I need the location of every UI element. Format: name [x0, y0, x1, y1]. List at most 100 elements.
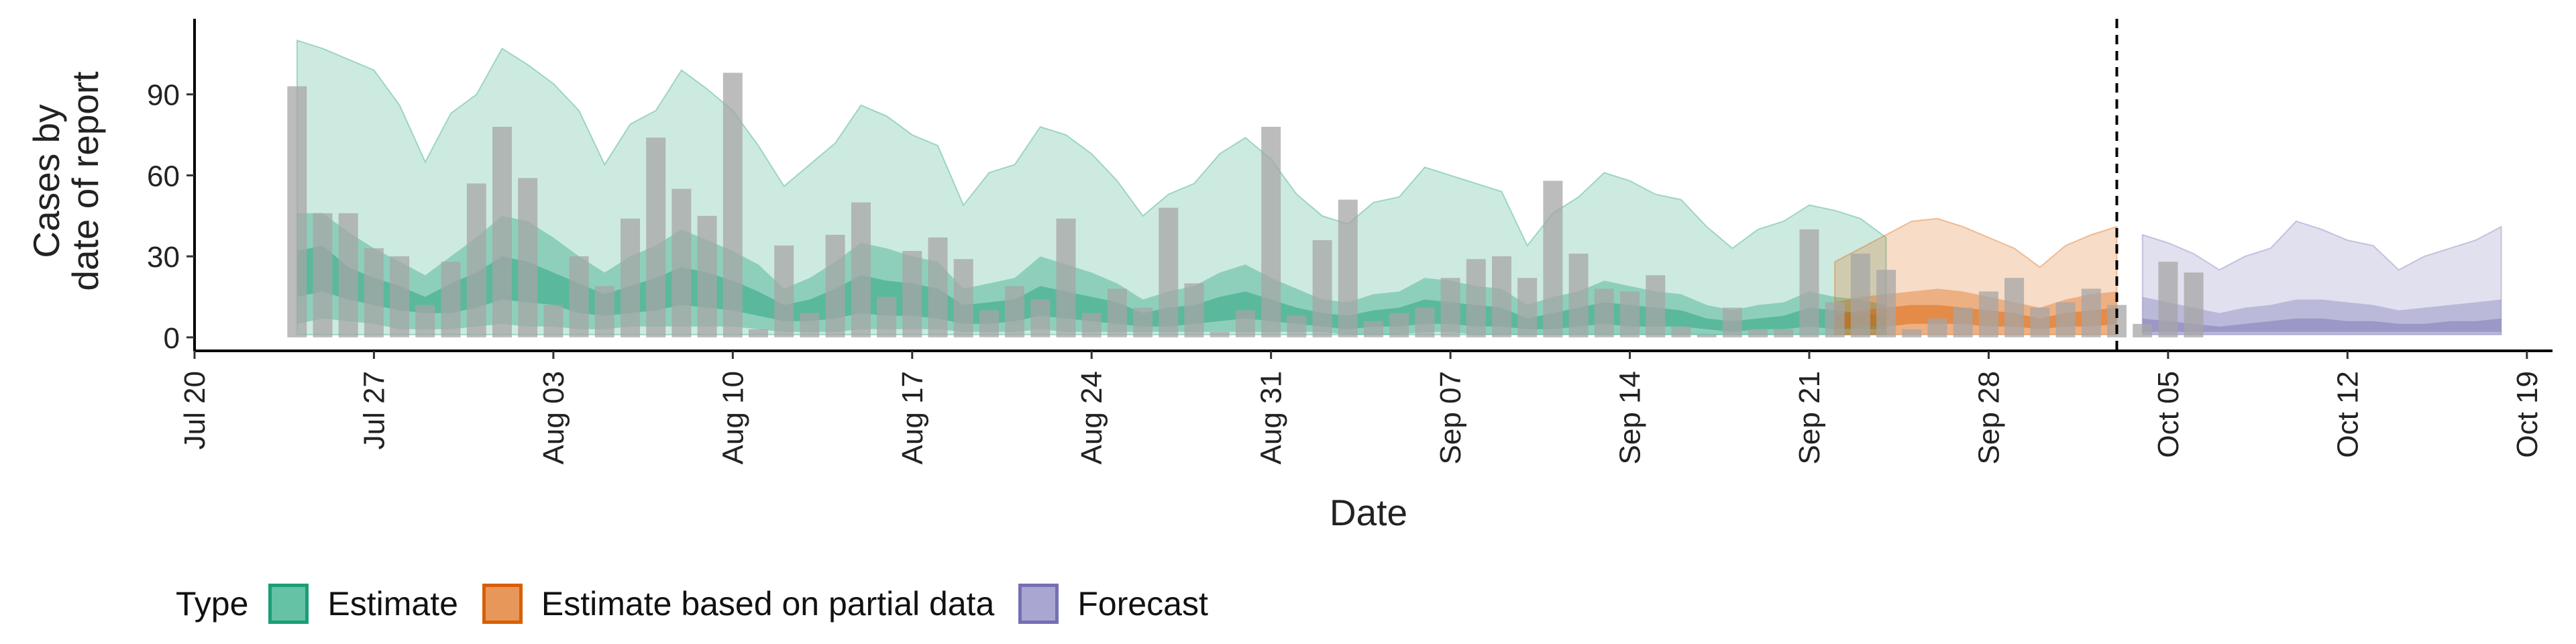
ribbon-ci50-series-0: [297, 213, 1886, 335]
legend-item-partial-estimate: Estimate based on partial data: [482, 584, 994, 624]
y-tick-label: 30: [147, 241, 180, 274]
bar: [1312, 240, 1332, 337]
x-tick-label: Sep 21: [1793, 371, 1826, 464]
bar: [2158, 262, 2178, 337]
bar: [672, 189, 692, 337]
x-tick-label: Aug 31: [1255, 371, 1288, 464]
bar: [749, 329, 768, 337]
bar: [877, 297, 897, 337]
x-tick-label: Oct 19: [2511, 371, 2544, 458]
bar: [1902, 329, 1922, 337]
legend-label-forecast: Forecast: [1077, 585, 1208, 623]
legend-swatch-estimate: [268, 584, 309, 624]
bar: [1568, 254, 1589, 337]
legend-label-estimate: Estimate: [327, 585, 458, 623]
legend-item-estimate: Estimate: [268, 584, 458, 624]
bar: [1543, 180, 1563, 337]
legend: Type Estimate Estimate based on partial …: [176, 574, 1232, 634]
bar: [1876, 270, 1896, 337]
legend-swatch-partial-estimate: [482, 584, 523, 624]
ribbon-ci20-series-0: [297, 246, 1886, 332]
bar: [1748, 329, 1768, 337]
x-tick-label: Aug 24: [1075, 371, 1108, 464]
bar: [1440, 278, 1460, 337]
bar: [2030, 307, 2050, 337]
bar: [825, 235, 845, 337]
legend-item-forecast: Forecast: [1018, 584, 1208, 624]
bar: [621, 218, 640, 337]
bar: [1081, 313, 1102, 337]
estimate-ribbons: [296, 39, 2502, 335]
x-tick-label: Aug 10: [716, 371, 749, 464]
bar: [646, 138, 666, 337]
x-tick-label: Sep 28: [1973, 371, 2006, 464]
bar: [928, 237, 948, 337]
bar: [1133, 307, 1153, 337]
y-tick-label: 60: [147, 160, 180, 193]
x-axis-title: Date: [1330, 492, 1407, 533]
x-tick-label: Aug 03: [537, 371, 570, 464]
bar: [774, 246, 794, 337]
ribbon-ci20-series-2: [2142, 318, 2502, 332]
ribbon-ci90-series-2: [2141, 220, 2502, 335]
x-tick-label: Oct 12: [2331, 371, 2364, 458]
ribbon-ci50-series-2: [2142, 297, 2502, 335]
bar: [1850, 254, 1870, 337]
bar: [953, 259, 973, 337]
bar: [441, 262, 461, 337]
x-tick-label: Jul 20: [178, 371, 211, 449]
bar: [569, 256, 589, 337]
bar: [1415, 307, 1435, 337]
bar: [1927, 318, 1947, 337]
bar: [390, 256, 410, 337]
x-tick-label: Sep 14: [1614, 371, 1647, 464]
bar: [1646, 275, 1666, 337]
bar: [543, 305, 564, 337]
bar: [722, 72, 743, 337]
bar: [1235, 310, 1255, 337]
bar: [697, 215, 717, 337]
x-tick-label: Jul 27: [358, 371, 390, 449]
bar: [415, 305, 435, 337]
bar: [1389, 313, 1409, 337]
bar: [979, 310, 999, 337]
bar: [492, 127, 512, 337]
bar: [1287, 315, 1307, 337]
bar: [800, 313, 820, 337]
bar: [1620, 291, 1640, 337]
x-tick-label: Oct 05: [2152, 371, 2185, 458]
x-tick-label: Sep 07: [1434, 371, 1467, 464]
bar: [1159, 207, 1179, 337]
x-tick-label: Aug 17: [896, 371, 929, 464]
legend-title: Type: [176, 585, 249, 623]
reported-case-bars: [287, 72, 2204, 337]
bar: [1005, 286, 1025, 337]
bar: [1722, 307, 1742, 337]
bar: [1466, 259, 1486, 337]
bar: [518, 178, 538, 337]
bar: [1492, 256, 1511, 337]
bar: [364, 248, 384, 337]
bar: [313, 213, 333, 337]
bar: [1338, 199, 1358, 337]
bar: [287, 86, 307, 337]
bar: [1799, 229, 1819, 337]
bar: [1184, 283, 1204, 337]
bar: [1774, 329, 1794, 337]
legend-swatch-forecast: [1018, 584, 1059, 624]
bar: [1107, 288, 1127, 337]
bar: [594, 286, 614, 337]
bar: [2081, 288, 2101, 337]
bar: [2133, 323, 2153, 337]
bar: [2004, 278, 2025, 337]
bar: [1261, 127, 1281, 337]
bar: [851, 202, 871, 337]
y-tick-label: 0: [164, 322, 180, 355]
bar: [2055, 302, 2076, 337]
bar: [1364, 321, 1383, 337]
legend-label-partial-estimate: Estimate based on partial data: [541, 585, 995, 623]
bar: [2184, 272, 2204, 337]
bar: [1953, 307, 1973, 337]
bar: [1030, 299, 1051, 337]
